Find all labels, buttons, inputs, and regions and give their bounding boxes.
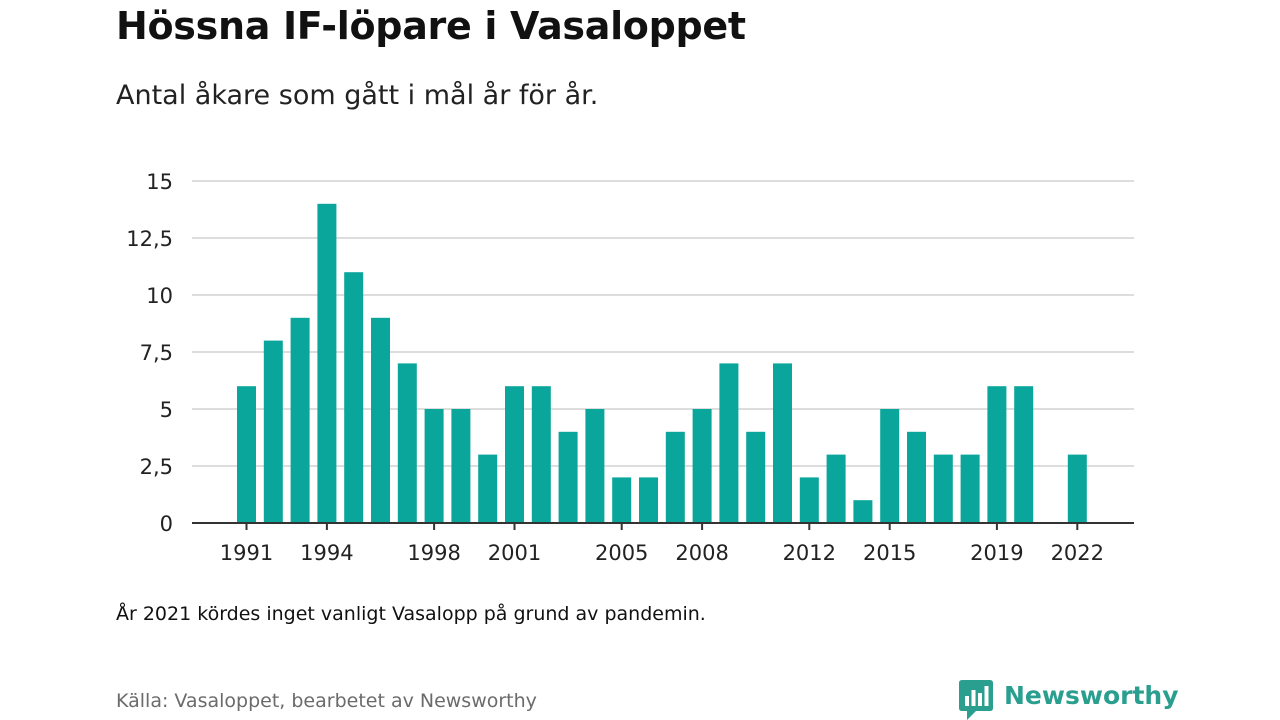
chart-title: Hössna IF-löpare i Vasaloppet: [116, 4, 746, 48]
bar-2011: [773, 363, 792, 523]
bar-2019: [987, 386, 1007, 523]
brand-name: Newsworthy: [1004, 681, 1179, 710]
bar-1991: [237, 386, 256, 523]
bars: [237, 203, 1087, 524]
bar-2018: [960, 454, 980, 523]
bar-1999: [451, 409, 471, 523]
source-note: Källa: Vasaloppet, bearbetet av Newswort…: [116, 690, 537, 712]
bar-2006: [639, 477, 658, 523]
y-tick-label: 7,5: [140, 341, 173, 365]
bar-2014: [853, 500, 873, 523]
bar-2016: [907, 431, 926, 523]
x-tick-label: 2019: [970, 541, 1023, 565]
bar-2000: [478, 454, 498, 523]
x-tick-label: 1998: [407, 541, 460, 565]
bar-2002: [531, 386, 551, 523]
bar-2007: [665, 431, 685, 523]
chart-subtitle: Antal åkare som gått i mål år för år.: [116, 80, 599, 111]
bar-2005: [612, 477, 632, 523]
y-tick-label: 2,5: [140, 455, 173, 479]
newsworthy-logo-icon: [959, 680, 993, 720]
bar-2004: [585, 409, 605, 523]
bar-1992: [263, 340, 283, 523]
x-tick-label: 1994: [300, 541, 353, 565]
bar-1995: [344, 272, 364, 523]
y-axis-ticks: 0 2,5 5 7,5 10 12,5 15: [126, 170, 173, 536]
bar-2013: [826, 454, 846, 523]
bar-1998: [424, 409, 444, 523]
x-tick-label: 2008: [675, 541, 728, 565]
brand-logo: Newsworthy: [959, 680, 1179, 720]
x-tick-label: 2001: [488, 541, 541, 565]
bar-2022: [1067, 454, 1087, 523]
x-tick-label: 2012: [783, 541, 836, 565]
bar-2012: [799, 477, 819, 523]
x-axis-ticks: 1991 1994 1998 2001 2005 2008 2012 2015 2019 2022: [220, 523, 1104, 565]
bar-1996: [371, 317, 390, 523]
x-tick-label: 1991: [220, 541, 273, 565]
bar-2003: [558, 431, 578, 523]
x-tick-label: 2005: [595, 541, 648, 565]
y-tick-label: 15: [146, 170, 173, 194]
footnote: År 2021 kördes inget vanligt Vasalopp på…: [116, 603, 706, 625]
bar-2001: [505, 386, 524, 523]
bar-1994: [317, 203, 337, 524]
y-tick-label: 0: [160, 512, 173, 536]
bar-2008: [692, 409, 712, 523]
bar-1997: [397, 363, 417, 523]
bar-1993: [290, 317, 310, 523]
bar-2017: [933, 454, 953, 523]
bar-chart: 0 2,5 5 7,5 10 12,5 15 1991 1994 1998 2001 2005 200…: [126, 170, 1134, 565]
bar-2009: [719, 363, 739, 523]
bar-2015: [880, 409, 900, 523]
y-tick-label: 5: [160, 398, 173, 422]
bar-2020: [1014, 386, 1034, 523]
y-tick-label: 10: [146, 284, 173, 308]
x-tick-label: 2022: [1051, 541, 1104, 565]
x-tick-label: 2015: [863, 541, 916, 565]
bar-2010: [746, 431, 766, 523]
y-tick-label: 12,5: [126, 227, 173, 251]
